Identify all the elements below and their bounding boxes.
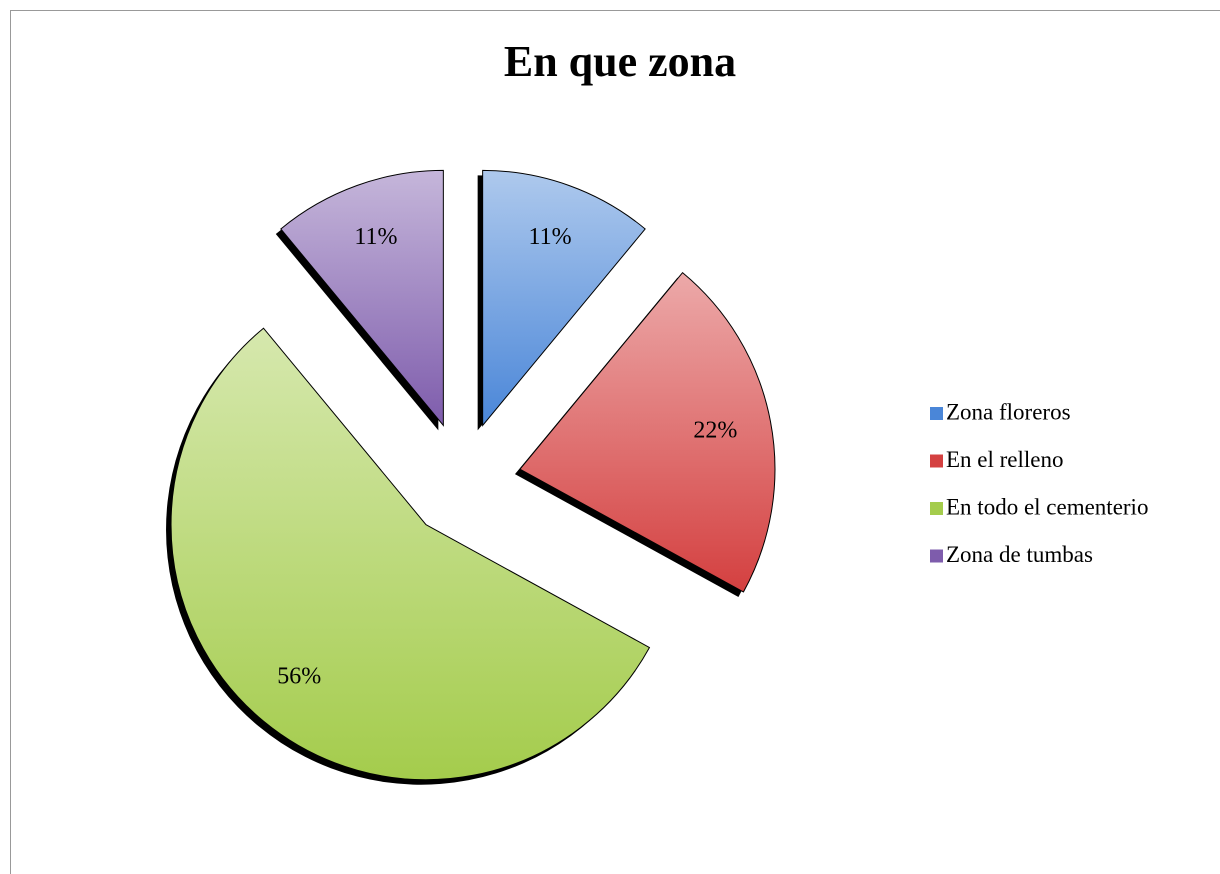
legend-swatch [930, 549, 943, 563]
slice [280, 169, 444, 427]
legend-label: Zona de tumbas [946, 542, 1093, 567]
data-label: 56% [277, 663, 321, 689]
data-label: 11% [528, 224, 571, 250]
chart-title: En que zona [504, 37, 736, 86]
legend-label: En todo el cementerio [946, 494, 1148, 519]
legend-swatch [930, 407, 943, 420]
slice [170, 327, 651, 781]
legend-swatch [930, 454, 943, 468]
legend-swatch [930, 502, 943, 515]
slice [482, 169, 646, 427]
legend-label: En el relleno [946, 447, 1064, 472]
slice [519, 271, 776, 593]
data-label: 11% [354, 224, 397, 250]
data-label: 22% [693, 417, 737, 443]
legend-label: Zona floreros [946, 399, 1071, 424]
